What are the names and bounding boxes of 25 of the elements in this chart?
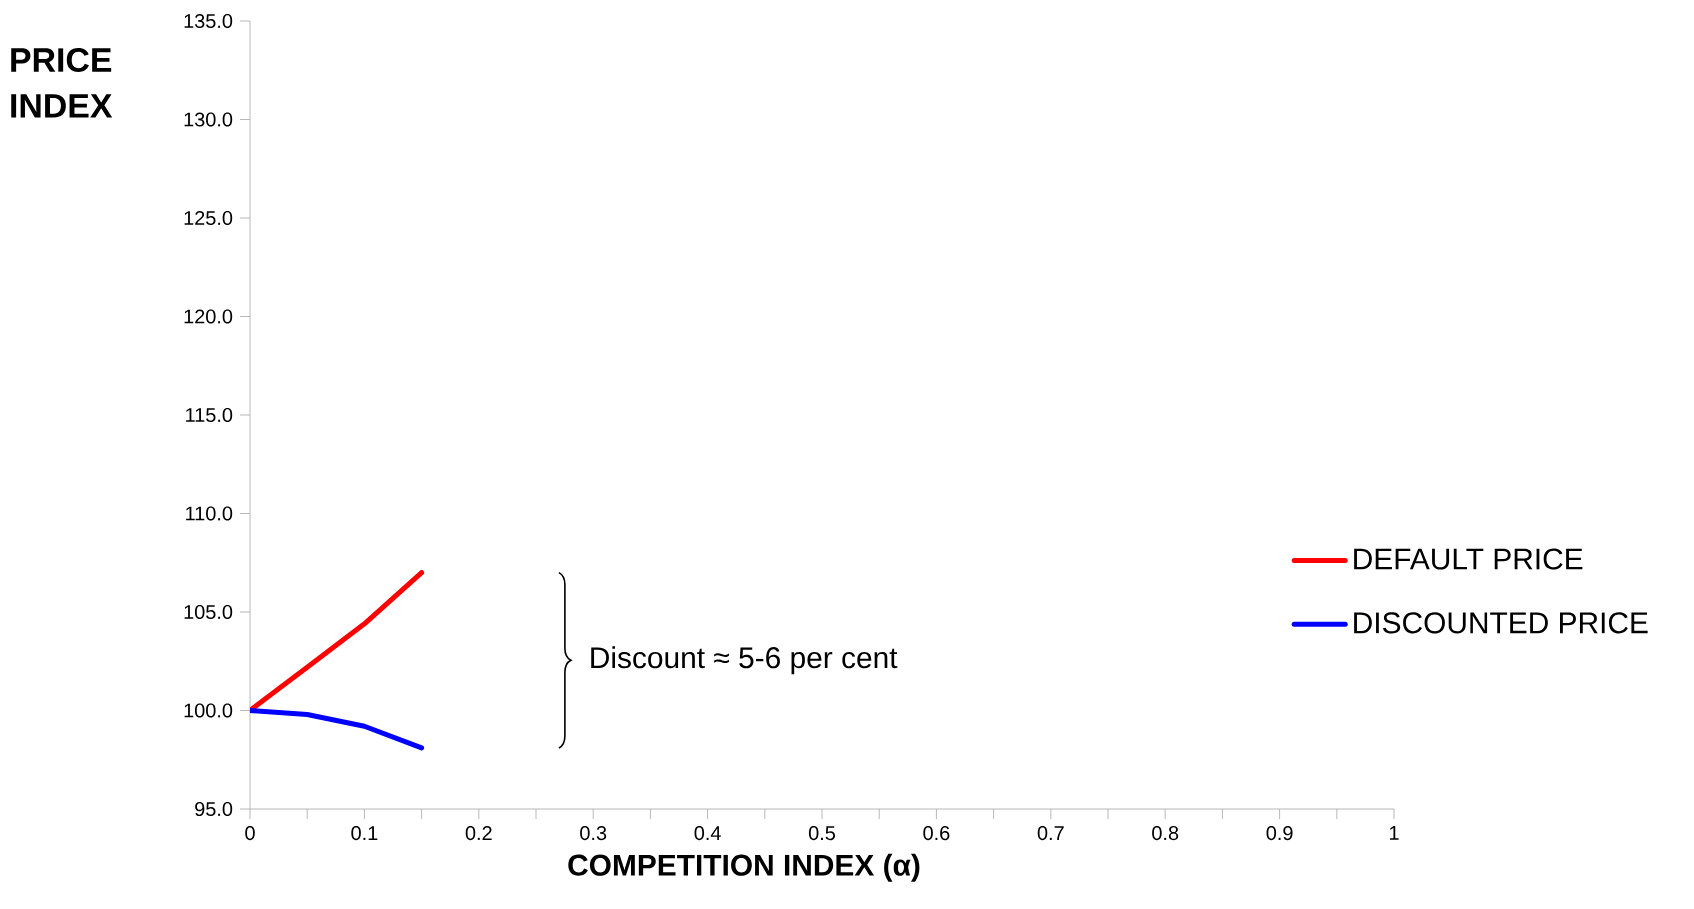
y-tick-label: 100.0 [184, 703, 233, 718]
x-tick-label: 0.1 [351, 826, 378, 841]
legend-label: DEFAULT PRICE [1354, 548, 1583, 570]
x-tick-label: 0 [245, 826, 255, 841]
y-tick-label: 120.0 [184, 309, 233, 324]
annotation: Discount ≈ 5-6 per cent [591, 646, 898, 675]
y-tick-label: 135.0 [184, 13, 233, 29]
y-axis-title: PRICE INDEX [11, 48, 113, 118]
y-tick-label: 105.0 [184, 604, 233, 620]
y-tick-label: 110.0 [186, 506, 233, 521]
x-axis-title: COMPETITION INDEX (α) [568, 853, 920, 882]
x-tick-label: 0.5 [808, 826, 836, 841]
x-tick-label: 0.8 [1152, 826, 1179, 841]
x-tick-label: 0.3 [580, 826, 607, 841]
x-tick-label: 0.7 [1037, 826, 1064, 841]
legend-label: DISCOUNTED PRICE [1354, 612, 1648, 634]
y-tick-label: 95.0 [195, 801, 233, 817]
y-tick-label: 125.0 [184, 210, 233, 226]
x-tick-label: 0.2 [465, 826, 492, 841]
y-tick-label: 130.0 [184, 112, 233, 127]
x-tick-label: 0.9 [1266, 826, 1293, 841]
x-tick-label: 1 [1390, 826, 1399, 840]
y-tick-label: 115.0 [186, 407, 233, 423]
x-tick-label: 0.6 [923, 826, 950, 841]
x-tick-label: 0.4 [694, 826, 721, 841]
